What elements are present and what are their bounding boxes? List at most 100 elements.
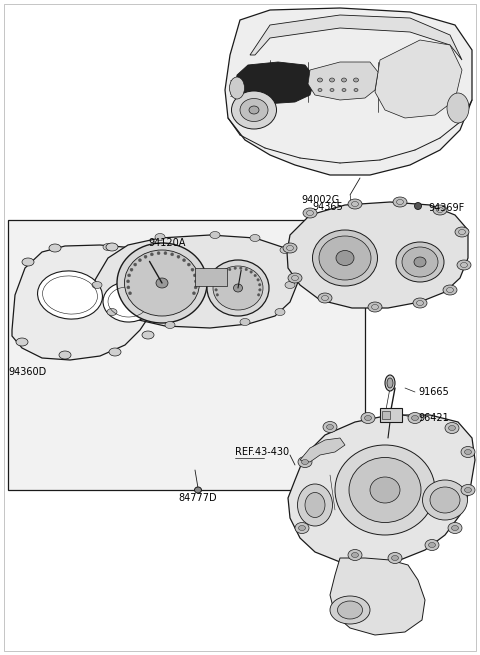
Ellipse shape xyxy=(283,243,297,253)
Ellipse shape xyxy=(361,413,375,424)
Ellipse shape xyxy=(457,260,471,270)
Ellipse shape xyxy=(157,252,160,255)
Ellipse shape xyxy=(448,523,462,534)
Ellipse shape xyxy=(408,413,422,424)
Polygon shape xyxy=(12,245,162,360)
Ellipse shape xyxy=(234,267,237,269)
Ellipse shape xyxy=(224,271,226,273)
Bar xyxy=(382,411,390,419)
Ellipse shape xyxy=(275,309,285,316)
Ellipse shape xyxy=(194,280,197,283)
Ellipse shape xyxy=(182,259,186,262)
Ellipse shape xyxy=(258,284,261,286)
Ellipse shape xyxy=(165,322,175,329)
Ellipse shape xyxy=(231,91,276,129)
Polygon shape xyxy=(287,202,468,308)
Ellipse shape xyxy=(319,236,371,280)
Ellipse shape xyxy=(370,477,400,503)
Ellipse shape xyxy=(388,553,402,563)
Ellipse shape xyxy=(177,255,180,258)
Ellipse shape xyxy=(280,246,290,253)
Ellipse shape xyxy=(452,525,458,531)
Polygon shape xyxy=(250,15,462,60)
Ellipse shape xyxy=(385,375,395,391)
Bar xyxy=(195,268,227,286)
Text: 94360D: 94360D xyxy=(8,367,46,377)
Ellipse shape xyxy=(240,267,242,269)
Ellipse shape xyxy=(129,291,132,295)
Ellipse shape xyxy=(194,286,197,289)
Ellipse shape xyxy=(387,378,393,388)
Ellipse shape xyxy=(245,268,248,271)
Bar xyxy=(380,408,402,422)
Ellipse shape xyxy=(59,351,71,359)
Polygon shape xyxy=(95,235,298,328)
Ellipse shape xyxy=(312,230,377,286)
Text: 96421: 96421 xyxy=(418,413,449,423)
Ellipse shape xyxy=(288,273,302,283)
Ellipse shape xyxy=(215,284,217,286)
Ellipse shape xyxy=(37,271,102,319)
Ellipse shape xyxy=(250,271,252,273)
Ellipse shape xyxy=(228,268,231,271)
Ellipse shape xyxy=(422,480,468,520)
Ellipse shape xyxy=(49,244,61,252)
Ellipse shape xyxy=(443,285,457,295)
Ellipse shape xyxy=(107,309,117,316)
Ellipse shape xyxy=(215,289,217,291)
Polygon shape xyxy=(330,558,425,635)
Ellipse shape xyxy=(336,250,354,265)
Ellipse shape xyxy=(192,291,195,295)
Ellipse shape xyxy=(461,485,475,495)
Ellipse shape xyxy=(124,250,200,316)
Ellipse shape xyxy=(156,278,168,288)
Ellipse shape xyxy=(413,298,427,308)
Ellipse shape xyxy=(415,202,421,210)
Ellipse shape xyxy=(425,540,439,550)
Ellipse shape xyxy=(411,415,419,421)
Ellipse shape xyxy=(103,282,153,322)
Ellipse shape xyxy=(335,445,435,535)
Ellipse shape xyxy=(249,106,259,114)
Ellipse shape xyxy=(187,263,191,266)
Ellipse shape xyxy=(194,487,202,493)
Ellipse shape xyxy=(433,205,447,215)
Ellipse shape xyxy=(128,274,131,277)
Ellipse shape xyxy=(299,525,305,531)
Ellipse shape xyxy=(393,197,407,207)
Ellipse shape xyxy=(254,274,256,277)
Ellipse shape xyxy=(16,338,28,346)
Ellipse shape xyxy=(240,98,268,121)
Ellipse shape xyxy=(240,318,250,326)
Ellipse shape xyxy=(127,286,130,289)
Ellipse shape xyxy=(465,487,471,493)
Text: REF.43-430: REF.43-430 xyxy=(235,447,289,457)
Ellipse shape xyxy=(318,293,332,303)
Polygon shape xyxy=(375,40,462,118)
Ellipse shape xyxy=(216,293,218,296)
Ellipse shape xyxy=(351,553,359,557)
Ellipse shape xyxy=(233,284,242,292)
Ellipse shape xyxy=(323,422,337,432)
Polygon shape xyxy=(225,8,472,175)
Ellipse shape xyxy=(455,227,469,237)
Polygon shape xyxy=(235,62,315,104)
Ellipse shape xyxy=(414,257,426,267)
Polygon shape xyxy=(288,415,475,565)
Ellipse shape xyxy=(133,263,137,266)
Text: 84777D: 84777D xyxy=(178,493,216,503)
Ellipse shape xyxy=(298,484,333,526)
Ellipse shape xyxy=(219,274,222,277)
Ellipse shape xyxy=(342,88,346,92)
Ellipse shape xyxy=(257,278,259,281)
Ellipse shape xyxy=(396,242,444,282)
Ellipse shape xyxy=(349,457,421,523)
Text: 94365: 94365 xyxy=(312,202,343,212)
Ellipse shape xyxy=(146,254,158,262)
Ellipse shape xyxy=(305,493,325,517)
Ellipse shape xyxy=(142,331,154,339)
Ellipse shape xyxy=(127,280,130,283)
Ellipse shape xyxy=(250,234,260,242)
Ellipse shape xyxy=(295,523,309,534)
Ellipse shape xyxy=(364,415,372,421)
